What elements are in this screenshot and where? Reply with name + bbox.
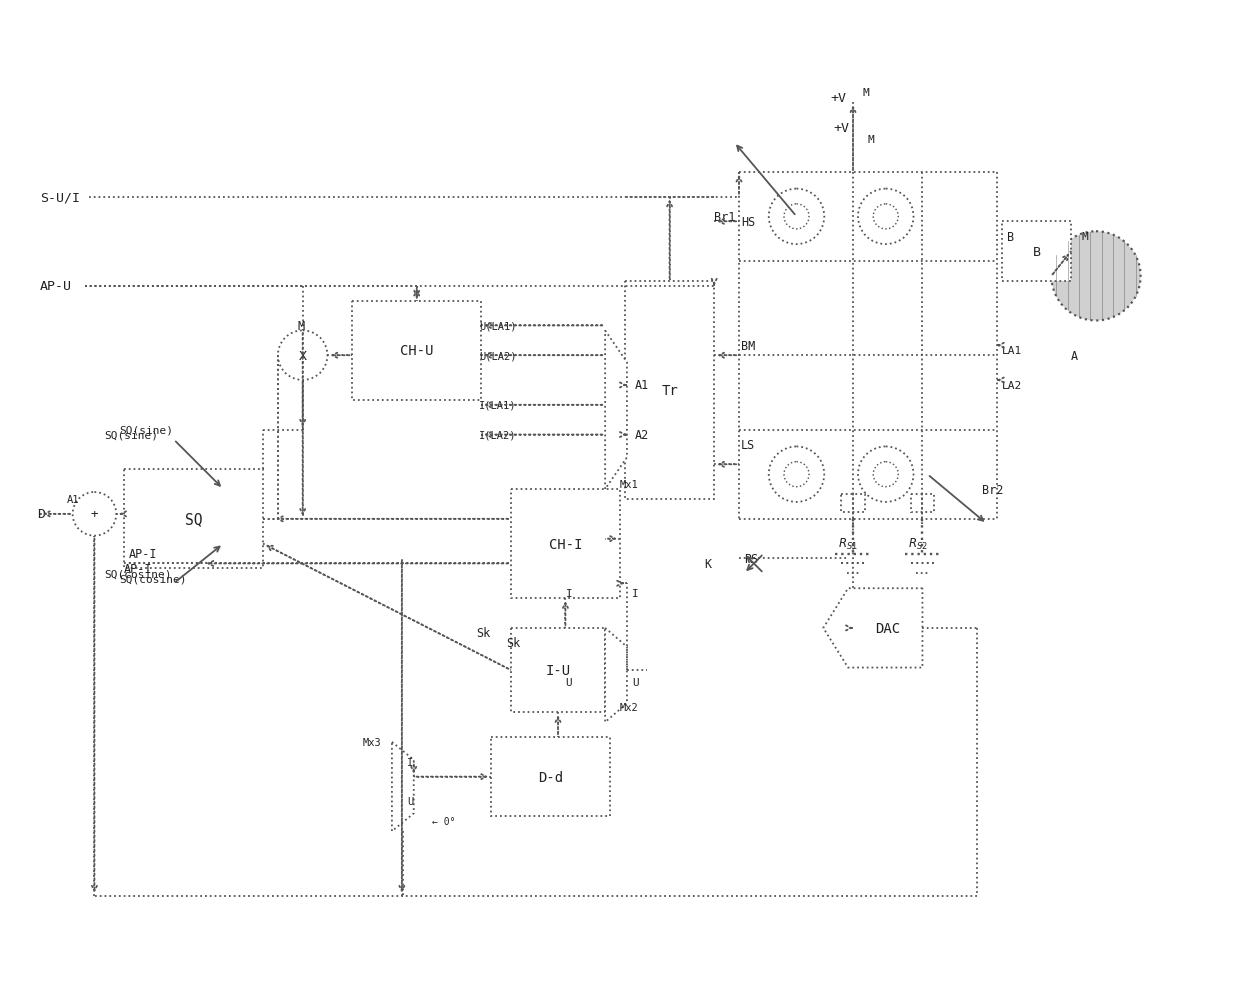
Text: $R_{S2}$: $R_{S2}$ (908, 537, 928, 552)
Text: I-U: I-U (546, 663, 570, 677)
Text: $R_{S1}$: $R_{S1}$ (838, 537, 858, 552)
Polygon shape (605, 331, 627, 490)
FancyBboxPatch shape (511, 628, 605, 713)
Text: I(LA2): I(LA2) (479, 430, 517, 440)
Circle shape (278, 331, 327, 381)
FancyBboxPatch shape (1002, 222, 1071, 281)
Circle shape (73, 493, 117, 536)
Circle shape (1052, 232, 1141, 321)
Text: D: D (37, 508, 45, 521)
Text: Mx3: Mx3 (362, 738, 381, 747)
FancyBboxPatch shape (124, 470, 263, 569)
Text: I: I (407, 757, 413, 767)
Circle shape (769, 190, 825, 245)
Text: +V: +V (830, 91, 846, 104)
Text: D-d: D-d (538, 770, 563, 784)
Text: M: M (863, 88, 869, 98)
Text: U: U (632, 678, 639, 688)
Text: LA2: LA2 (1002, 381, 1022, 391)
Text: Br2: Br2 (982, 483, 1003, 496)
FancyBboxPatch shape (625, 281, 714, 499)
Text: AP-I: AP-I (129, 548, 157, 561)
Text: +: + (91, 508, 98, 521)
Text: I(LA1): I(LA1) (479, 401, 517, 411)
Text: A1: A1 (67, 494, 79, 505)
Text: Sk: Sk (506, 636, 521, 650)
Text: U(LA2): U(LA2) (479, 351, 517, 361)
Circle shape (769, 447, 825, 502)
Text: BM: BM (742, 339, 755, 353)
Polygon shape (605, 628, 627, 723)
Circle shape (873, 462, 898, 487)
Text: CH-I: CH-I (549, 537, 583, 551)
Text: ← 0°: ← 0° (432, 816, 455, 826)
Text: HS: HS (742, 216, 755, 229)
Text: I: I (565, 588, 572, 598)
Circle shape (784, 205, 808, 230)
Polygon shape (392, 743, 414, 831)
Text: DAC: DAC (875, 621, 900, 635)
Text: Br1: Br1 (714, 211, 735, 224)
Circle shape (858, 190, 914, 245)
Text: I: I (632, 588, 639, 598)
Text: Mx1: Mx1 (620, 480, 639, 490)
Circle shape (873, 205, 898, 230)
Text: RS: RS (744, 553, 758, 566)
Text: SQ(cosine): SQ(cosine) (119, 574, 187, 583)
Text: +V: +V (833, 121, 849, 134)
FancyBboxPatch shape (910, 495, 935, 512)
Text: A: A (1071, 349, 1079, 363)
Polygon shape (823, 588, 923, 668)
FancyBboxPatch shape (352, 301, 481, 401)
Text: M: M (298, 320, 305, 333)
FancyBboxPatch shape (511, 490, 620, 598)
Circle shape (784, 462, 808, 487)
Circle shape (858, 447, 914, 502)
Text: AP-I: AP-I (124, 563, 153, 576)
Text: CH-U: CH-U (401, 344, 434, 358)
Text: U: U (407, 796, 413, 806)
Text: AP-U: AP-U (40, 280, 72, 293)
Text: S-U/I: S-U/I (40, 191, 79, 204)
Text: LA1: LA1 (1002, 346, 1022, 356)
Text: A2: A2 (635, 428, 649, 441)
Text: B: B (1033, 246, 1040, 258)
Text: Tr: Tr (661, 384, 678, 398)
Text: K: K (704, 558, 712, 571)
Text: Sk: Sk (476, 627, 491, 640)
FancyBboxPatch shape (491, 738, 610, 816)
Text: M: M (868, 135, 874, 145)
Text: LS: LS (742, 438, 755, 451)
Text: X: X (299, 349, 306, 363)
Text: SQ(sine): SQ(sine) (104, 430, 159, 440)
Text: SQ(cosine): SQ(cosine) (104, 569, 172, 579)
Text: SQ: SQ (185, 512, 202, 527)
Text: B: B (1007, 231, 1014, 244)
Text: SQ(sine): SQ(sine) (119, 425, 174, 435)
Text: A1: A1 (635, 379, 649, 392)
Text: M: M (1081, 232, 1087, 242)
Text: Mx2: Mx2 (620, 703, 639, 713)
FancyBboxPatch shape (841, 495, 866, 512)
Text: U(LA1): U(LA1) (479, 321, 517, 331)
Text: U: U (565, 678, 572, 688)
